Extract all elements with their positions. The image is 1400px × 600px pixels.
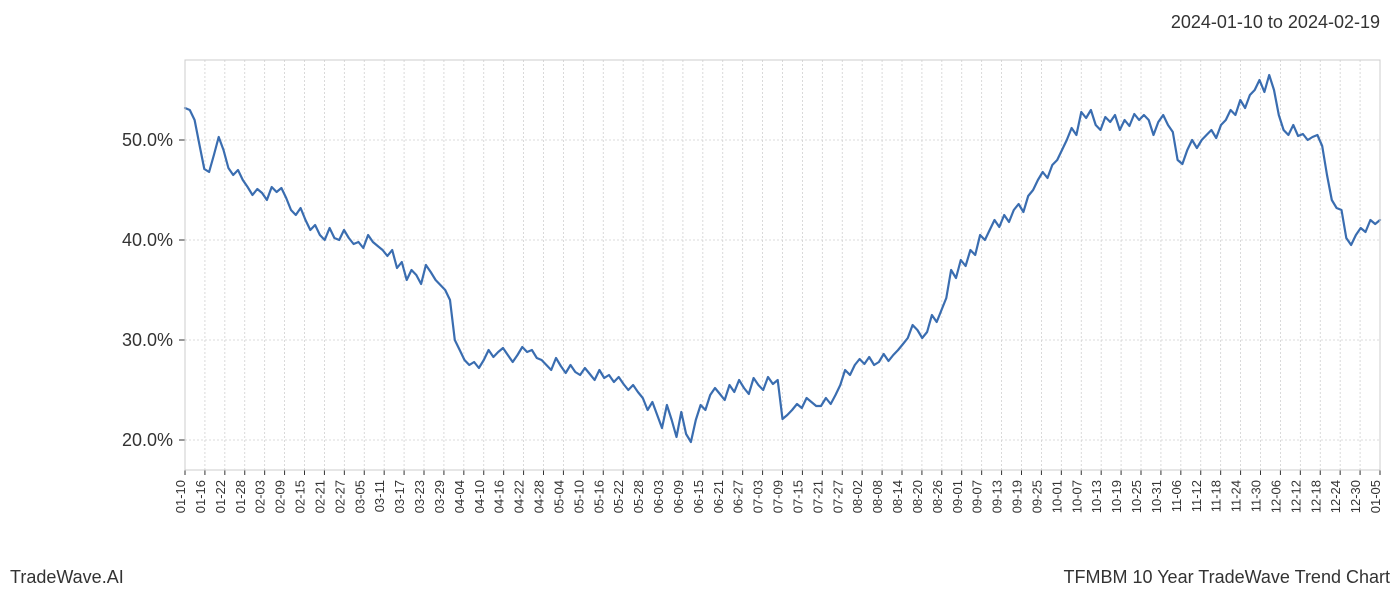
svg-text:06-21: 06-21 xyxy=(711,480,726,513)
svg-text:01-28: 01-28 xyxy=(233,480,248,513)
svg-text:02-21: 02-21 xyxy=(312,480,327,513)
footer-brand: TradeWave.AI xyxy=(10,567,124,588)
svg-text:12-30: 12-30 xyxy=(1348,480,1363,513)
svg-text:09-19: 09-19 xyxy=(1010,480,1025,513)
svg-text:04-22: 04-22 xyxy=(512,480,527,513)
svg-text:11-30: 11-30 xyxy=(1249,480,1264,512)
svg-text:10-13: 10-13 xyxy=(1089,480,1104,513)
svg-text:05-10: 05-10 xyxy=(571,480,586,513)
svg-text:05-16: 05-16 xyxy=(591,480,606,513)
svg-text:40.0%: 40.0% xyxy=(122,230,173,250)
svg-text:06-09: 06-09 xyxy=(671,480,686,513)
svg-text:08-26: 08-26 xyxy=(930,480,945,513)
svg-text:04-04: 04-04 xyxy=(452,480,467,513)
svg-text:03-17: 03-17 xyxy=(392,480,407,513)
svg-text:10-19: 10-19 xyxy=(1109,480,1124,513)
svg-text:08-14: 08-14 xyxy=(890,480,905,513)
svg-text:07-03: 07-03 xyxy=(751,480,766,513)
svg-text:02-27: 02-27 xyxy=(332,480,347,513)
svg-text:12-12: 12-12 xyxy=(1288,480,1303,513)
svg-text:07-21: 07-21 xyxy=(810,480,825,513)
svg-text:11-24: 11-24 xyxy=(1229,480,1244,512)
svg-text:10-25: 10-25 xyxy=(1129,480,1144,513)
svg-text:11-18: 11-18 xyxy=(1209,480,1224,512)
footer-chart-title: TFMBM 10 Year TradeWave Trend Chart xyxy=(1064,567,1390,588)
svg-text:01-16: 01-16 xyxy=(193,480,208,513)
svg-text:04-16: 04-16 xyxy=(492,480,507,513)
svg-text:12-18: 12-18 xyxy=(1308,480,1323,513)
svg-text:10-07: 10-07 xyxy=(1069,480,1084,513)
svg-text:10-01: 10-01 xyxy=(1049,480,1064,513)
svg-text:50.0%: 50.0% xyxy=(122,130,173,150)
svg-text:03-11: 03-11 xyxy=(372,480,387,512)
svg-text:08-20: 08-20 xyxy=(910,480,925,513)
svg-text:03-23: 03-23 xyxy=(412,480,427,513)
svg-text:20.0%: 20.0% xyxy=(122,430,173,450)
svg-text:08-02: 08-02 xyxy=(850,480,865,513)
svg-text:07-27: 07-27 xyxy=(830,480,845,513)
svg-text:11-12: 11-12 xyxy=(1189,480,1204,512)
svg-text:03-29: 03-29 xyxy=(432,480,447,513)
svg-text:02-15: 02-15 xyxy=(293,480,308,513)
trend-chart: 20.0% 30.0% 40.0% 50.0% 01-10 01-16 01-22 01-28… xyxy=(0,0,1400,600)
svg-text:09-07: 09-07 xyxy=(970,480,985,513)
svg-text:03-05: 03-05 xyxy=(352,480,367,513)
svg-text:01-10: 01-10 xyxy=(173,480,188,513)
svg-text:06-15: 06-15 xyxy=(691,480,706,513)
svg-text:06-03: 06-03 xyxy=(651,480,666,513)
svg-text:12-06: 12-06 xyxy=(1268,480,1283,513)
svg-text:10-31: 10-31 xyxy=(1149,480,1164,513)
svg-text:06-27: 06-27 xyxy=(731,480,746,513)
svg-text:07-15: 07-15 xyxy=(790,480,805,513)
svg-text:04-10: 04-10 xyxy=(472,480,487,513)
svg-text:05-04: 05-04 xyxy=(551,480,566,513)
chart-container: 2024-01-10 to 2024-02-19 20.0% 30.0% 40.0%… xyxy=(0,0,1400,600)
svg-text:09-01: 09-01 xyxy=(950,480,965,513)
svg-text:11-06: 11-06 xyxy=(1169,480,1184,512)
svg-text:12-24: 12-24 xyxy=(1328,480,1343,513)
svg-text:05-28: 05-28 xyxy=(631,480,646,513)
svg-text:30.0%: 30.0% xyxy=(122,330,173,350)
svg-text:05-22: 05-22 xyxy=(611,480,626,513)
svg-text:02-09: 02-09 xyxy=(273,480,288,513)
svg-text:09-13: 09-13 xyxy=(990,480,1005,513)
svg-text:08-08: 08-08 xyxy=(870,480,885,513)
svg-text:07-09: 07-09 xyxy=(771,480,786,513)
svg-text:09-25: 09-25 xyxy=(1029,480,1044,513)
svg-text:02-03: 02-03 xyxy=(253,480,268,513)
svg-text:01-22: 01-22 xyxy=(213,480,228,513)
svg-text:01-05: 01-05 xyxy=(1368,480,1383,513)
date-range-label: 2024-01-10 to 2024-02-19 xyxy=(1171,12,1380,33)
svg-text:04-28: 04-28 xyxy=(532,480,547,513)
